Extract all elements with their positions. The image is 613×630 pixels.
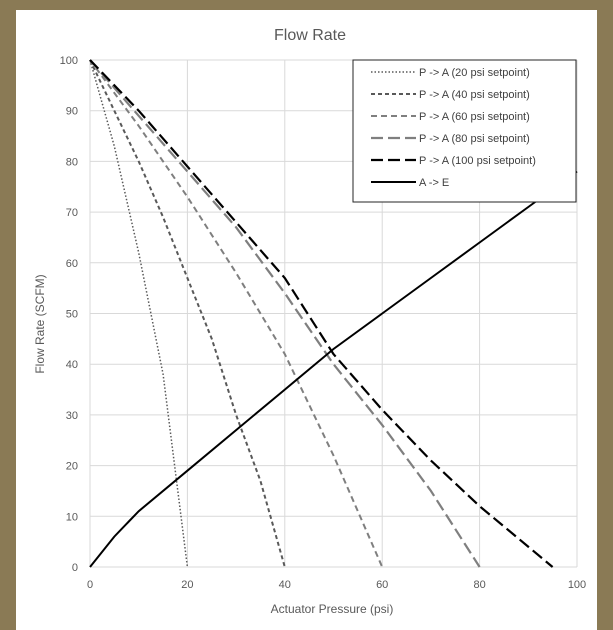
y-tick-label: 30 <box>66 410 78 422</box>
x-axis-ticks: 0 20 40 60 80 100 <box>87 579 586 591</box>
chart-area: Flow Rate 0 10 20 30 40 50 60 70 80 90 100 0 20 40 60… <box>16 10 597 630</box>
y-tick-label: 50 <box>66 309 78 321</box>
series-line <box>89 59 554 568</box>
x-tick-label: 0 <box>87 579 93 591</box>
legend-label: A -> E <box>419 177 449 189</box>
y-tick-label: 60 <box>66 258 78 270</box>
y-tick-label: 90 <box>66 106 78 118</box>
x-tick-label: 40 <box>279 579 291 591</box>
plot-series <box>89 59 578 568</box>
legend: P -> A (20 psi setpoint) P -> A (40 psi s… <box>352 59 577 203</box>
y-tick-label: 40 <box>66 359 78 371</box>
y-tick-label: 20 <box>66 461 78 473</box>
x-tick-label: 100 <box>568 579 586 591</box>
x-tick-label: 20 <box>181 579 193 591</box>
legend-label: P -> A (80 psi setpoint) <box>419 133 530 145</box>
y-axis-title: Flow Rate (SCFM) <box>33 274 47 373</box>
y-tick-label: 100 <box>60 55 78 67</box>
legend-label: P -> A (40 psi setpoint) <box>419 89 530 101</box>
series-line <box>89 59 384 568</box>
flow-rate-chart: Flow Rate 0 10 20 30 40 50 60 70 80 90 100 0 20 40 60… <box>33 27 586 616</box>
gridlines <box>89 59 578 568</box>
x-tick-label: 60 <box>376 579 388 591</box>
x-axis-title: Actuator Pressure (psi) <box>271 602 394 616</box>
chart-title: Flow Rate <box>274 27 346 44</box>
y-tick-label: 0 <box>72 562 78 574</box>
series-line <box>89 59 189 568</box>
y-tick-label: 70 <box>66 207 78 219</box>
legend-label: P -> A (20 psi setpoint) <box>419 67 530 79</box>
legend-label: P -> A (100 psi setpoint) <box>419 155 536 167</box>
series-line <box>89 170 578 568</box>
legend-label: P -> A (60 psi setpoint) <box>419 111 530 123</box>
y-axis-ticks: 0 10 20 30 40 50 60 70 80 90 100 <box>60 55 78 574</box>
y-tick-label: 80 <box>66 156 78 168</box>
x-tick-label: 80 <box>473 579 485 591</box>
y-tick-label: 10 <box>66 511 78 523</box>
legend-box <box>352 59 577 203</box>
series-line <box>89 59 286 568</box>
